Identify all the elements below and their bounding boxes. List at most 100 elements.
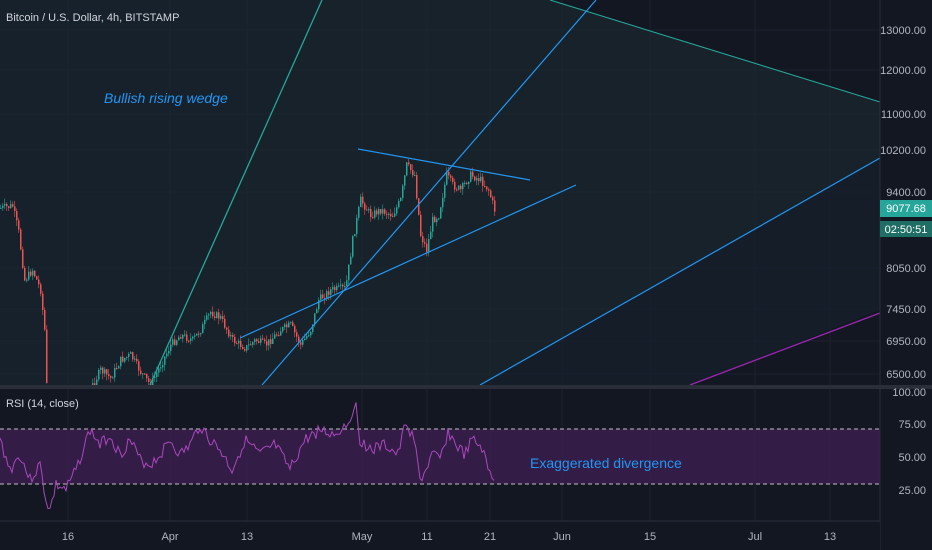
candle-body <box>290 322 292 324</box>
candle-body <box>164 356 166 365</box>
candle-body <box>204 319 206 325</box>
time-tick-label: 16 <box>62 531 74 543</box>
candle-body <box>218 312 220 319</box>
candle-body <box>314 313 316 325</box>
candle-body <box>128 353 130 357</box>
candle-body <box>114 368 116 378</box>
candle-body <box>230 335 232 337</box>
candle-body <box>238 340 240 344</box>
time-tick-label: 15 <box>644 531 656 543</box>
candle-body <box>396 207 398 214</box>
candle-body <box>476 178 478 181</box>
candle-body <box>232 335 234 337</box>
candle-body <box>160 367 162 369</box>
candle-body <box>24 267 26 281</box>
candle-body <box>202 324 204 334</box>
fan-line-mid <box>479 157 881 386</box>
candle-body <box>148 378 150 382</box>
candle-body <box>100 367 102 370</box>
candle-body <box>436 218 438 223</box>
candle-body <box>322 294 324 299</box>
candle-body <box>400 197 402 201</box>
candle-body <box>390 213 392 217</box>
fan-line-steep <box>149 0 323 386</box>
candle-body <box>228 329 230 337</box>
candle-body <box>386 213 388 215</box>
candle-body <box>252 342 254 345</box>
candle-body <box>2 205 4 208</box>
fan-line-top <box>549 0 881 103</box>
candle-body <box>264 339 266 342</box>
price-tick-label: 6950.00 <box>886 336 926 348</box>
time-tick-label: Jun <box>553 531 571 543</box>
candle-body <box>424 242 426 244</box>
candle-body <box>346 280 348 287</box>
candle-body <box>456 189 458 191</box>
candle-body <box>368 209 370 211</box>
candle-body <box>222 316 224 319</box>
candle-body <box>0 207 2 209</box>
candle-body <box>466 182 468 184</box>
rsi-tick-label: 25.00 <box>898 485 926 497</box>
candle-body <box>20 229 22 250</box>
candle-body <box>254 339 256 343</box>
candle-body <box>482 176 484 186</box>
candle-body <box>120 356 122 367</box>
candle-body <box>196 333 198 336</box>
candle-body <box>374 210 376 218</box>
candle-body <box>286 324 288 328</box>
candle-body <box>382 209 384 214</box>
candle-body <box>248 344 250 346</box>
candle-body <box>336 285 338 291</box>
candle-body <box>372 217 374 219</box>
candle-body <box>306 335 308 339</box>
candle-body <box>452 177 454 182</box>
time-tick-label: Apr <box>161 531 178 543</box>
price-tick-label: 11000.00 <box>881 109 926 121</box>
candle-body <box>110 376 112 378</box>
rsi-pane[interactable] <box>0 402 880 510</box>
candle-body <box>298 336 300 343</box>
candle-body <box>494 200 496 212</box>
price-tick-label: 10200.00 <box>880 145 926 157</box>
candle-body <box>320 294 322 300</box>
candle-body <box>22 249 24 268</box>
candle-body <box>378 208 380 215</box>
candle-body <box>450 175 452 178</box>
pane-divider[interactable] <box>0 385 932 389</box>
rsi-title[interactable]: RSI (14, close) <box>6 398 79 410</box>
time-axis[interactable] <box>0 521 880 550</box>
candle-body <box>412 170 414 176</box>
candle-body <box>420 214 422 237</box>
candle-body <box>182 334 184 339</box>
candle-body <box>168 351 170 354</box>
candle-body <box>274 334 276 339</box>
candle-body <box>98 369 100 380</box>
time-tick-labels: 16 Apr 13 May 11 21 Jun 15 Jul 13 <box>62 531 836 543</box>
candle-body <box>184 334 186 336</box>
candle-body <box>26 279 28 281</box>
candle-body <box>268 339 270 346</box>
candle-body <box>280 331 282 336</box>
candle-body <box>32 270 34 276</box>
time-tick-label: 13 <box>241 531 253 543</box>
candle-body <box>4 203 6 206</box>
candle-body <box>468 181 470 184</box>
time-tick-label: 11 <box>421 531 432 543</box>
candle-body <box>174 339 176 345</box>
candle-body <box>154 376 156 378</box>
price-axis[interactable] <box>880 0 932 385</box>
candle-body <box>266 341 268 346</box>
candle-body <box>136 358 138 362</box>
time-tick-label: Jul <box>748 531 762 543</box>
candle-body <box>94 383 96 385</box>
candle-body <box>432 216 434 232</box>
candle-body <box>198 333 200 335</box>
symbol-title[interactable]: Bitcoin / U.S. Dollar, 4h, BITSTAMP <box>6 12 179 24</box>
rsi-tick-label: 75.00 <box>898 419 926 431</box>
candle-body <box>28 271 30 280</box>
candle-body <box>192 336 194 339</box>
candle-body <box>480 176 482 182</box>
candle-body <box>276 334 278 336</box>
